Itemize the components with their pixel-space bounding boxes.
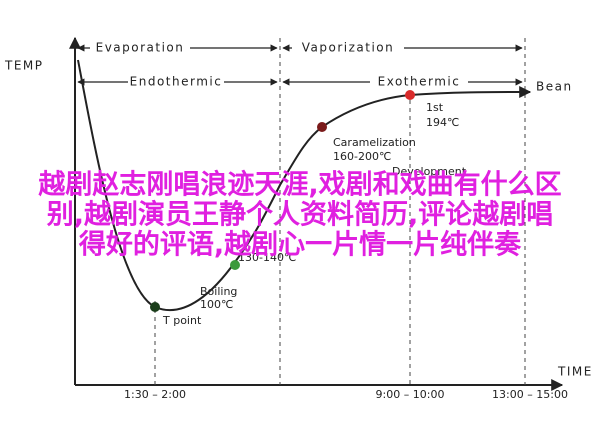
time-label: 1:30 – 2:00 — [124, 388, 186, 401]
markers — [150, 90, 415, 312]
overlay-text: 得好的评语,越剧心一片情一片纯伴奏 — [78, 229, 522, 261]
phase-label: Endothermic — [130, 75, 223, 89]
point-temp: 100℃ — [200, 298, 233, 311]
phase-label: Exothermic — [378, 75, 461, 89]
point-label: 1st — [426, 101, 444, 114]
point-label: Development — [392, 165, 467, 178]
time-label: 9:00 – 10:00 — [376, 388, 445, 401]
overlay-text: 别,越剧演员王静个人资料简历,评论越剧唱 — [47, 199, 554, 231]
time-label: 13:00 – 15:00 — [492, 388, 568, 401]
x-axis-label: TIME — [557, 365, 593, 379]
end-label: Bean — [536, 80, 573, 94]
y-axis-label: TEMP — [4, 59, 44, 73]
phase-label: Vaporization — [302, 41, 395, 55]
phase-label: Evaporation — [96, 41, 185, 55]
phase-label-bg — [90, 38, 468, 92]
point-temp: 194℃ — [426, 116, 459, 129]
axes — [69, 36, 564, 391]
point-label: Boiling — [200, 285, 237, 298]
point-temp: 160-200℃ — [333, 150, 391, 163]
point-label: T point — [162, 314, 202, 327]
overlay-text: 越剧赵志刚唱浪迹天涯,戏剧和戏曲有什么区 — [38, 169, 561, 201]
point-temp: 130-140℃ — [238, 251, 296, 264]
point-label: Caramelization — [333, 136, 416, 149]
